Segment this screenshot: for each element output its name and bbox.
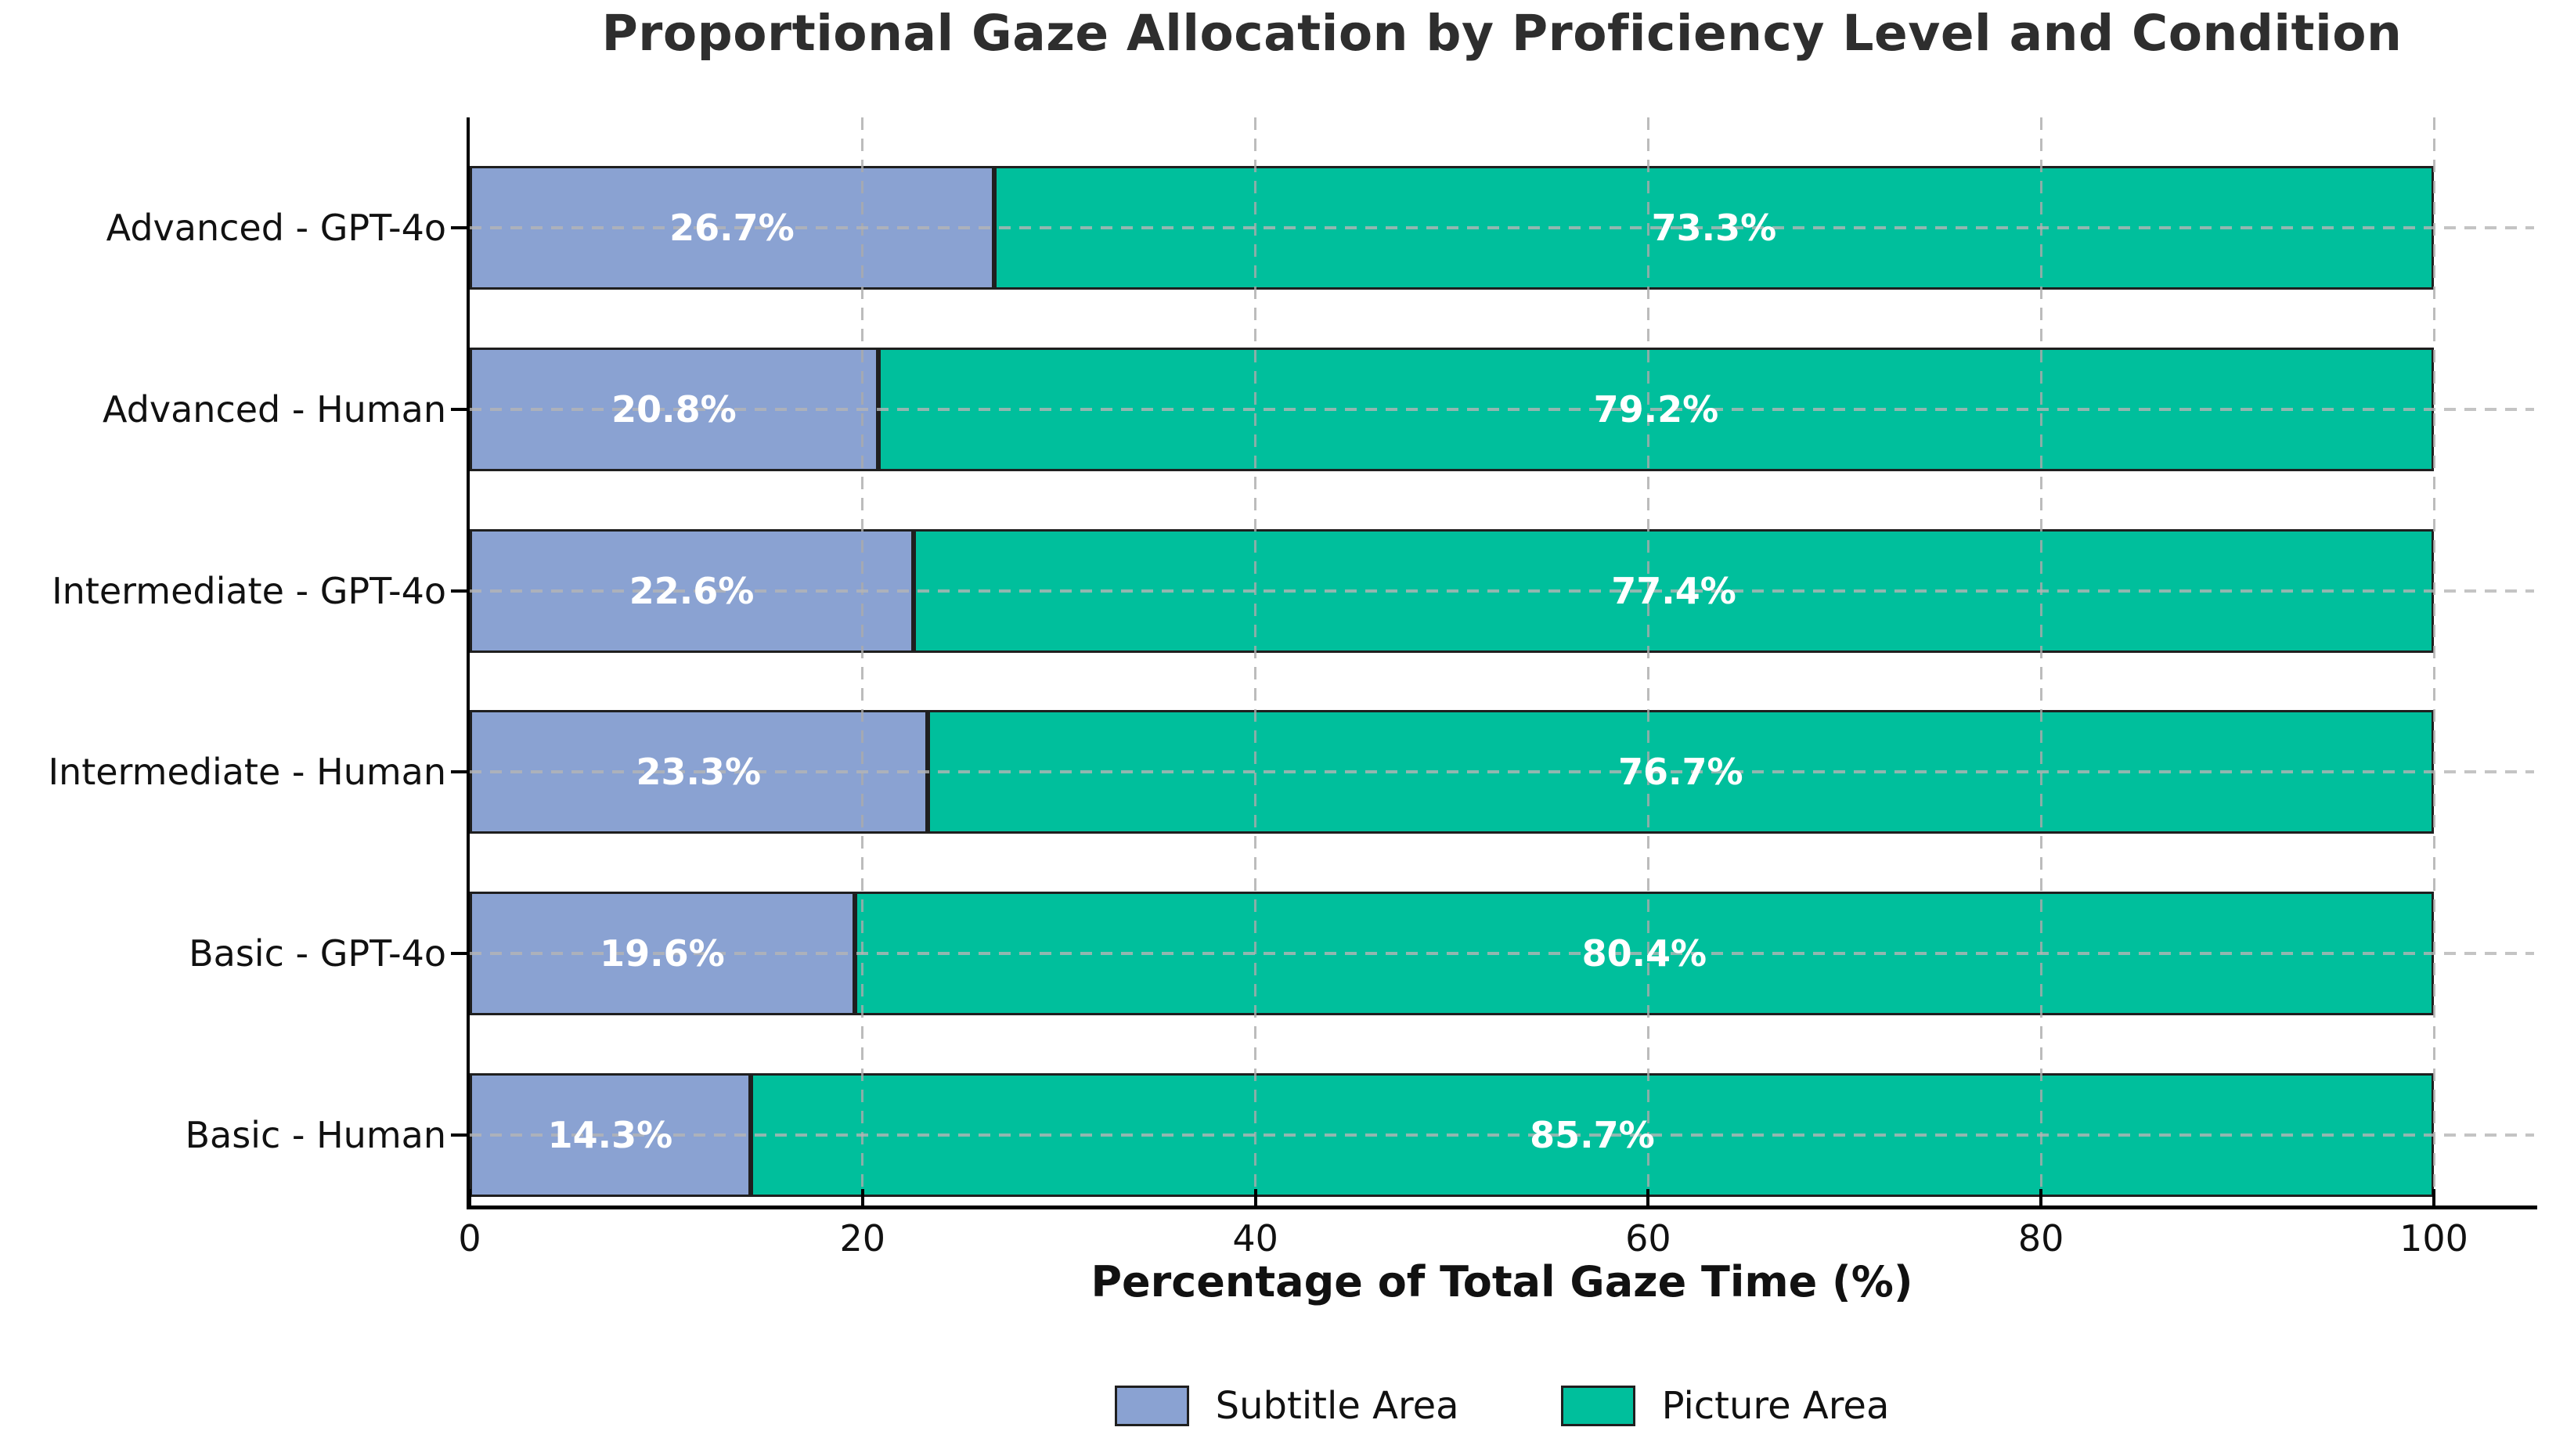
legend-entry: Picture Area [1560, 1384, 1890, 1428]
bar-value-label: 79.2% [1593, 387, 1719, 431]
x-tick-label: 80 [2017, 1217, 2064, 1260]
bar-value-label: 23.3% [636, 751, 762, 794]
x-axis-label: Percentage of Total Gaze Time (%) [1091, 1257, 1913, 1306]
legend-entry: Subtitle Area [1114, 1384, 1459, 1428]
bar-value-label: 14.3% [547, 1114, 673, 1156]
category-label: Intermediate - Human [48, 751, 446, 794]
y-tick-mark [451, 952, 470, 956]
vertical-gridline [861, 117, 864, 1206]
x-axis-spine [467, 1206, 2537, 1209]
x-tick-mark [468, 1189, 471, 1209]
y-tick-mark [451, 770, 470, 774]
x-tick-label: 60 [1625, 1217, 1671, 1260]
x-tick-label: 40 [1232, 1217, 1278, 1260]
bar-value-label: 19.6% [600, 932, 725, 975]
vertical-gridline [1254, 117, 1257, 1206]
category-label: Basic - Human [185, 1114, 446, 1156]
vertical-gridline [2039, 117, 2042, 1206]
legend-label: Subtitle Area [1215, 1384, 1459, 1428]
bar-value-label: 73.3% [1651, 207, 1777, 249]
y-axis-spine [467, 117, 470, 1209]
vertical-gridline [2432, 117, 2435, 1206]
x-tick-mark [2039, 1189, 2043, 1209]
category-label: Advanced - Human [103, 387, 446, 431]
vertical-gridline [1646, 117, 1649, 1206]
bar-value-label: 85.7% [1530, 1114, 1655, 1156]
legend: Subtitle Area Picture Area [470, 1384, 2534, 1428]
legend-swatch-subtitle-area [1114, 1386, 1189, 1426]
horizontal-gridline [470, 770, 2534, 774]
bar-value-label: 26.7% [669, 207, 795, 249]
bar-value-label: 76.7% [1617, 751, 1743, 794]
x-tick-mark [860, 1189, 864, 1209]
horizontal-gridline [470, 952, 2534, 956]
chart-title: Proportional Gaze Allocation by Proficie… [601, 5, 2403, 62]
x-tick-label: 20 [839, 1217, 886, 1260]
horizontal-gridline [470, 589, 2534, 593]
category-label: Advanced - GPT-4o [106, 207, 446, 249]
category-label: Basic - GPT-4o [189, 932, 446, 975]
x-tick-label: 100 [2399, 1217, 2468, 1260]
category-label: Intermediate - GPT-4o [52, 569, 446, 612]
y-tick-mark [451, 407, 470, 411]
x-tick-mark [2432, 1189, 2435, 1209]
y-tick-mark [451, 1133, 470, 1137]
horizontal-gridline [470, 407, 2534, 411]
horizontal-gridline [470, 226, 2534, 229]
y-tick-mark [451, 226, 470, 229]
legend-label: Picture Area [1661, 1384, 1890, 1428]
x-tick-mark [1253, 1189, 1257, 1209]
bar-value-label: 80.4% [1581, 932, 1707, 975]
bar-value-label: 20.8% [611, 387, 737, 431]
y-tick-mark [451, 589, 470, 593]
horizontal-gridline [470, 1133, 2534, 1137]
x-tick-mark [1646, 1189, 1650, 1209]
legend-swatch-picture-area [1560, 1386, 1635, 1426]
bar-value-label: 77.4% [1611, 569, 1736, 612]
bar-value-label: 22.6% [629, 569, 755, 612]
x-tick-label: 0 [458, 1217, 481, 1260]
